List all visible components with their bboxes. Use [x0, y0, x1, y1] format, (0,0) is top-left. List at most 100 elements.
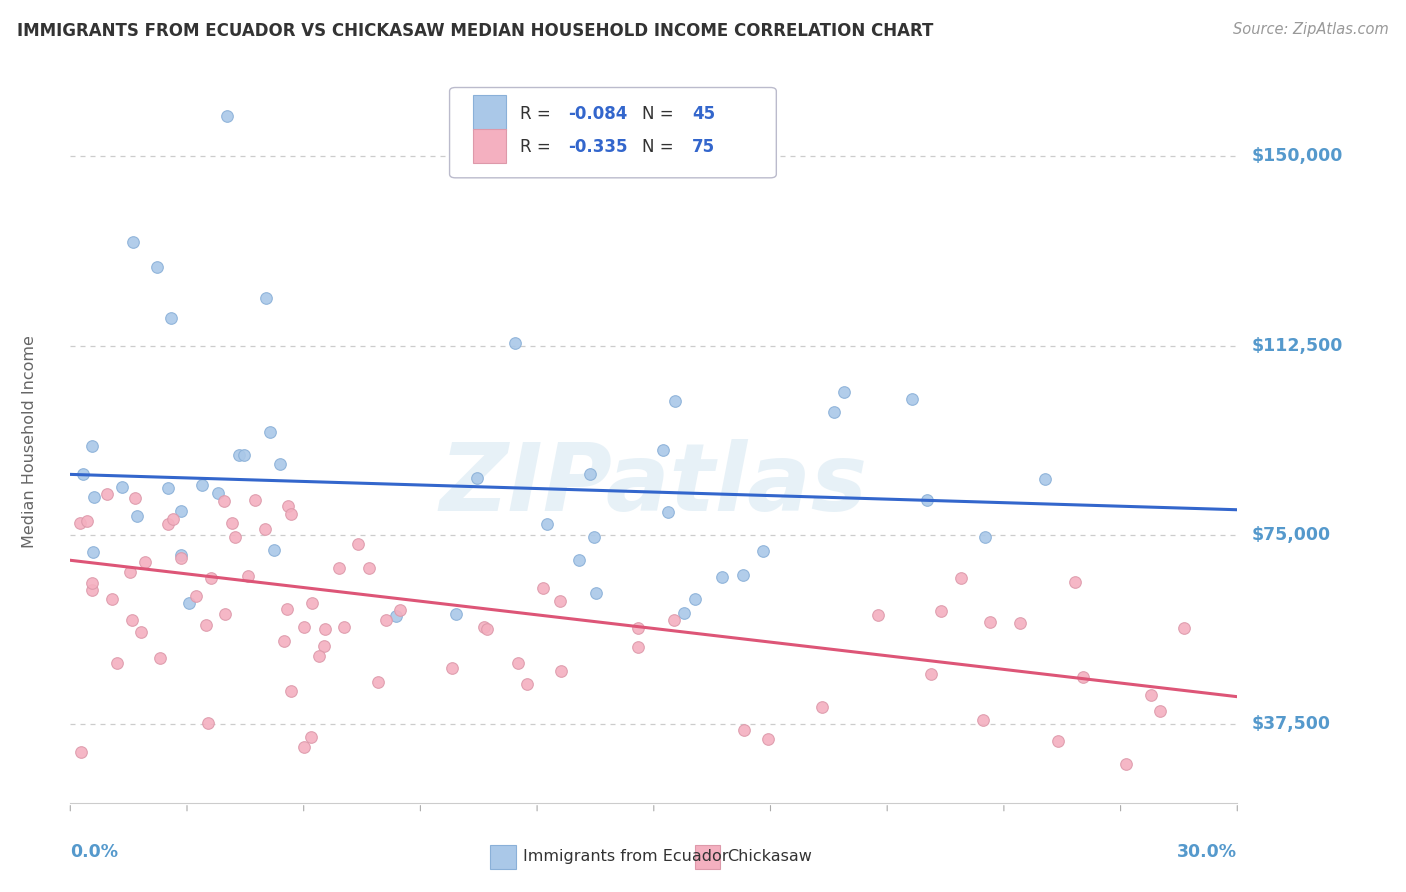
Point: [273, 633, 295, 648]
Point: [69, 516, 91, 530]
Point: [280, 507, 302, 521]
Point: [127, 509, 149, 524]
Point: [191, 477, 214, 491]
Point: [1033, 472, 1056, 486]
FancyBboxPatch shape: [472, 128, 506, 163]
FancyBboxPatch shape: [472, 95, 506, 130]
Point: [301, 596, 323, 610]
Point: [184, 589, 207, 603]
Point: [259, 425, 281, 440]
Text: 0.0%: 0.0%: [70, 843, 118, 861]
Point: [224, 530, 246, 544]
Point: [683, 592, 706, 607]
Point: [170, 548, 193, 562]
Point: [245, 493, 267, 508]
Text: -0.335: -0.335: [568, 138, 628, 156]
Point: [96, 487, 118, 501]
Point: [276, 602, 298, 616]
Point: [122, 235, 145, 249]
Point: [149, 651, 172, 665]
Point: [277, 499, 299, 513]
Point: [131, 625, 153, 640]
Point: [823, 404, 845, 418]
Text: 30.0%: 30.0%: [1177, 843, 1237, 861]
Point: [579, 467, 602, 481]
Point: [979, 615, 1001, 629]
Point: [582, 531, 605, 545]
Point: [550, 664, 572, 678]
Text: R =: R =: [520, 105, 555, 123]
Text: R =: R =: [520, 138, 555, 156]
Text: 75: 75: [692, 138, 716, 156]
Point: [80, 439, 103, 453]
Point: [1008, 616, 1031, 631]
Point: [901, 392, 924, 406]
Point: [367, 675, 389, 690]
Point: [627, 640, 650, 655]
Point: [314, 622, 336, 636]
Point: [866, 608, 889, 623]
Point: [292, 740, 315, 755]
Point: [548, 594, 571, 608]
FancyBboxPatch shape: [695, 846, 720, 869]
Point: [292, 620, 315, 634]
Point: [217, 109, 239, 123]
Point: [157, 482, 180, 496]
Point: [228, 449, 250, 463]
Point: [80, 582, 103, 597]
Point: [194, 618, 217, 632]
Point: [974, 530, 997, 544]
Point: [76, 514, 98, 528]
Text: 45: 45: [692, 105, 716, 123]
Text: IMMIGRANTS FROM ECUADOR VS CHICKASAW MEDIAN HOUSEHOLD INCOME CORRELATION CHART: IMMIGRANTS FROM ECUADOR VS CHICKASAW MED…: [17, 22, 934, 40]
Point: [238, 568, 260, 582]
Point: [263, 543, 285, 558]
Point: [920, 667, 942, 681]
FancyBboxPatch shape: [450, 87, 776, 178]
Point: [170, 550, 193, 565]
Point: [626, 621, 648, 635]
Point: [134, 555, 156, 569]
Point: [711, 570, 734, 584]
Point: [124, 491, 146, 505]
Text: N =: N =: [643, 105, 679, 123]
Point: [101, 591, 124, 606]
Point: [197, 716, 219, 731]
Point: [111, 480, 134, 494]
Point: [221, 516, 243, 530]
Point: [515, 677, 537, 691]
Text: Immigrants from Ecuador: Immigrants from Ecuador: [523, 849, 728, 864]
Point: [375, 613, 398, 627]
Point: [440, 661, 463, 675]
Point: [314, 639, 336, 653]
Point: [170, 504, 193, 518]
Point: [269, 457, 291, 471]
Text: $150,000: $150,000: [1251, 147, 1343, 165]
Point: [357, 561, 380, 575]
Point: [72, 467, 94, 481]
Point: [652, 442, 675, 457]
FancyBboxPatch shape: [491, 846, 516, 869]
Point: [200, 571, 222, 585]
Point: [82, 545, 104, 559]
Point: [585, 586, 607, 600]
Point: [212, 494, 235, 508]
Point: [472, 619, 495, 633]
Text: Median Household Income: Median Household Income: [22, 335, 37, 548]
Text: -0.084: -0.084: [568, 105, 628, 123]
Text: Chickasaw: Chickasaw: [727, 849, 813, 864]
Point: [756, 732, 779, 747]
Point: [214, 607, 236, 621]
Point: [733, 723, 755, 737]
Text: Source: ZipAtlas.com: Source: ZipAtlas.com: [1233, 22, 1389, 37]
Point: [1173, 621, 1195, 635]
Point: [157, 517, 180, 532]
Point: [444, 607, 467, 622]
Point: [232, 448, 254, 462]
Point: [531, 581, 554, 595]
Text: $75,000: $75,000: [1251, 526, 1330, 544]
Point: [332, 620, 354, 634]
Point: [1149, 704, 1171, 718]
Point: [280, 684, 302, 698]
Point: [1064, 574, 1087, 589]
